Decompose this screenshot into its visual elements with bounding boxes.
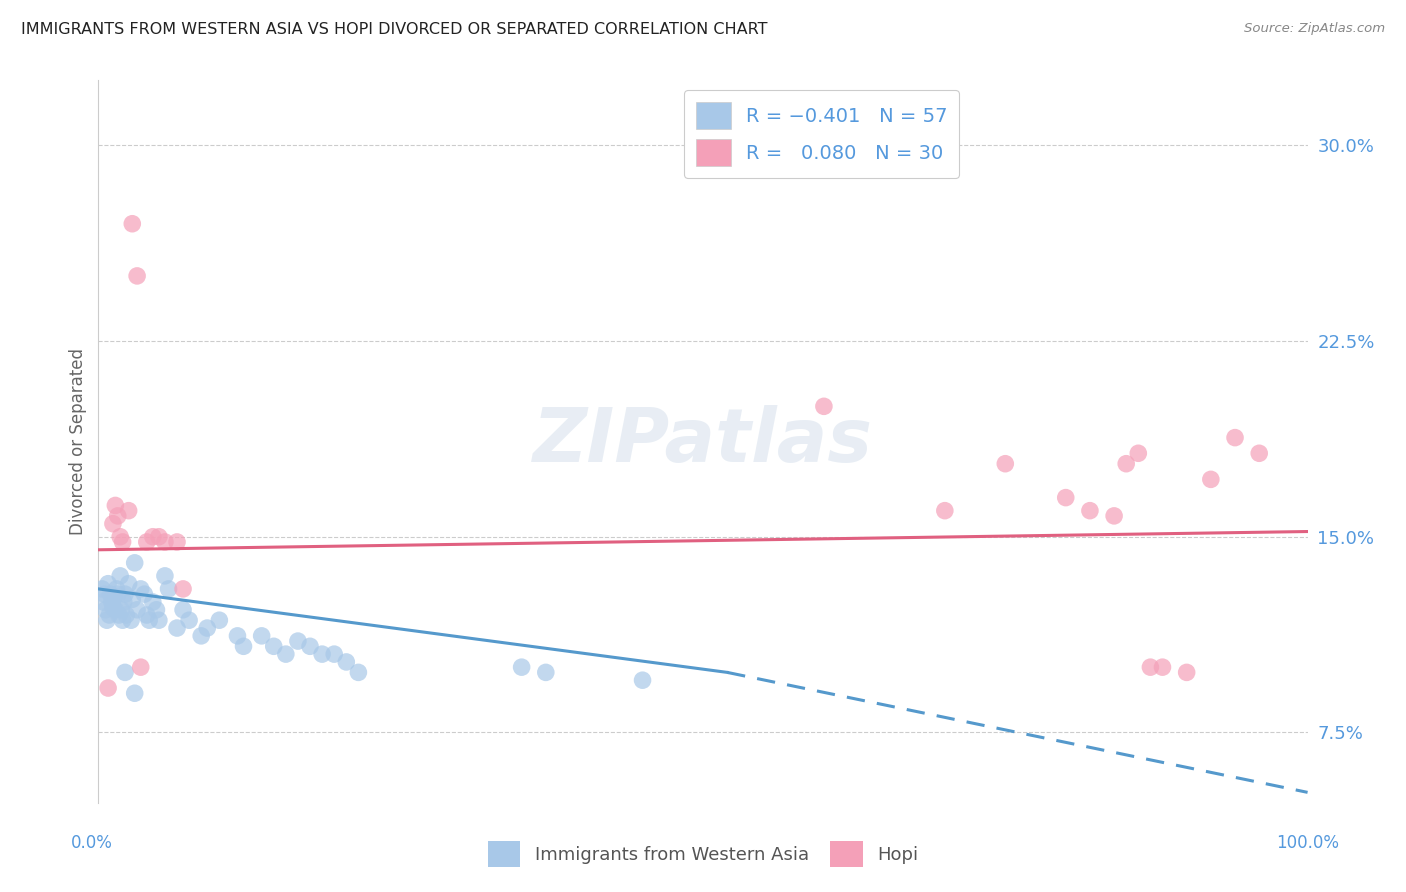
Point <box>112 595 135 609</box>
Point <box>107 508 129 523</box>
Point <box>134 587 156 601</box>
Point <box>226 629 249 643</box>
Point <box>1115 457 1137 471</box>
Point <box>138 613 160 627</box>
Point <box>110 603 132 617</box>
Point <box>124 686 146 700</box>
Point <box>101 516 124 531</box>
Point <box>813 400 835 414</box>
Point <box>100 587 122 601</box>
Legend: Immigrants from Western Asia, Hopi: Immigrants from Western Asia, Hopi <box>481 834 925 874</box>
Point <box>97 681 120 695</box>
Point <box>157 582 180 596</box>
Point <box>232 640 254 654</box>
Point <box>299 640 322 654</box>
Point <box>98 607 121 622</box>
Point <box>323 647 346 661</box>
Point <box>120 613 142 627</box>
Point <box>631 673 654 688</box>
Point <box>195 621 218 635</box>
Point <box>108 530 131 544</box>
Y-axis label: Divorced or Separated: Divorced or Separated <box>69 348 87 535</box>
Point <box>104 603 127 617</box>
Point <box>127 268 149 283</box>
Point <box>118 576 141 591</box>
Point <box>208 613 231 627</box>
Point <box>135 535 157 549</box>
Legend: R = −0.401   N = 57, R =   0.080   N = 30: R = −0.401 N = 57, R = 0.080 N = 30 <box>683 90 959 178</box>
Point <box>172 582 194 596</box>
Point <box>1054 491 1077 505</box>
Point <box>142 595 165 609</box>
Point <box>287 634 309 648</box>
Point <box>129 660 152 674</box>
Point <box>115 607 138 622</box>
Point <box>108 607 131 622</box>
Point <box>105 582 128 596</box>
Point <box>108 569 131 583</box>
Point <box>94 603 117 617</box>
Point <box>994 457 1017 471</box>
Point <box>1128 446 1150 460</box>
Point <box>127 603 149 617</box>
Point <box>91 595 114 609</box>
Point <box>91 582 114 596</box>
Point <box>166 535 188 549</box>
Point <box>103 590 125 604</box>
Point <box>145 603 167 617</box>
Text: IMMIGRANTS FROM WESTERN ASIA VS HOPI DIVORCED OR SEPARATED CORRELATION CHART: IMMIGRANTS FROM WESTERN ASIA VS HOPI DIV… <box>21 22 768 37</box>
Text: 0.0%: 0.0% <box>70 834 112 852</box>
Point <box>1139 660 1161 674</box>
Point <box>111 535 134 549</box>
Point <box>148 530 170 544</box>
Point <box>335 655 357 669</box>
Point <box>96 613 118 627</box>
Point <box>347 665 370 680</box>
Point <box>534 665 557 680</box>
Point <box>274 647 297 661</box>
Point <box>135 607 157 622</box>
Point <box>250 629 273 643</box>
Point <box>179 613 201 627</box>
Point <box>114 665 136 680</box>
Point <box>153 535 176 549</box>
Point <box>114 587 136 601</box>
Point <box>101 600 124 615</box>
Point <box>172 603 194 617</box>
Point <box>166 621 188 635</box>
Point <box>1199 472 1222 486</box>
Point <box>121 592 143 607</box>
Point <box>100 595 122 609</box>
Point <box>148 613 170 627</box>
Point <box>142 530 165 544</box>
Point <box>934 503 956 517</box>
Point <box>153 569 176 583</box>
Point <box>510 660 533 674</box>
Point <box>1249 446 1271 460</box>
Point <box>1152 660 1174 674</box>
Text: ZIPatlas: ZIPatlas <box>533 405 873 478</box>
Text: Source: ZipAtlas.com: Source: ZipAtlas.com <box>1244 22 1385 36</box>
Point <box>263 640 285 654</box>
Point <box>97 576 120 591</box>
Point <box>1223 431 1246 445</box>
Point <box>124 556 146 570</box>
Point <box>1175 665 1198 680</box>
Point <box>129 582 152 596</box>
Point <box>111 613 134 627</box>
Point <box>121 217 143 231</box>
Point <box>190 629 212 643</box>
Text: 100.0%: 100.0% <box>1277 834 1339 852</box>
Point <box>107 587 129 601</box>
Point <box>1102 508 1125 523</box>
Point <box>1078 503 1101 517</box>
Point <box>104 499 127 513</box>
Point <box>118 503 141 517</box>
Point <box>311 647 333 661</box>
Point <box>93 587 115 601</box>
